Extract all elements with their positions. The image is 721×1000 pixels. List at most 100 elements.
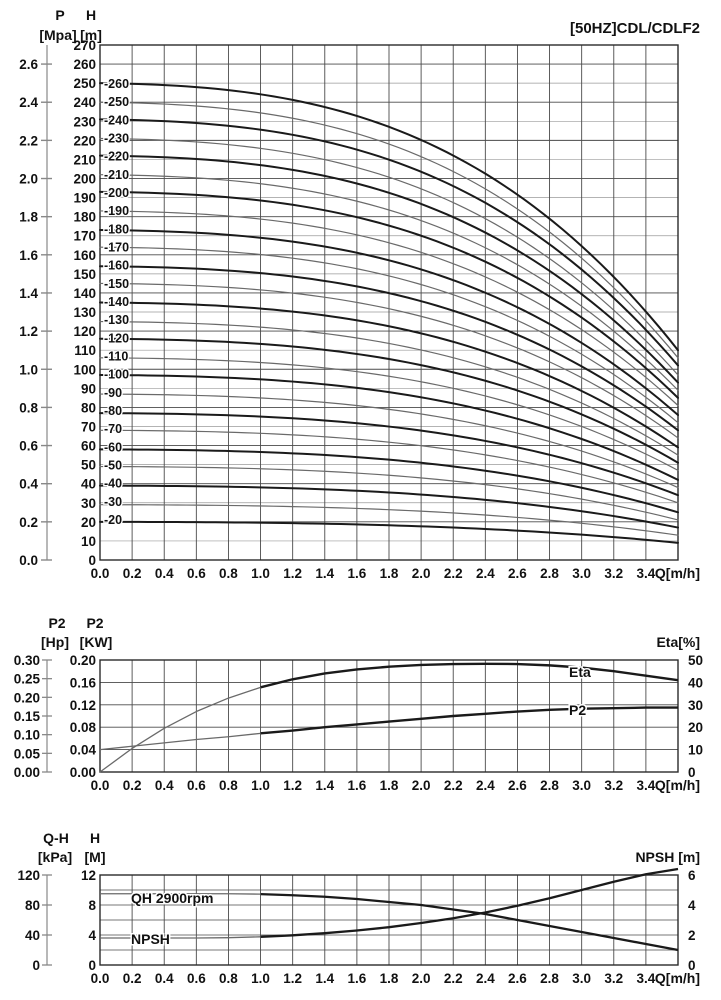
main-p-tick: 1.4 — [19, 286, 38, 301]
eta-x-tick: 2.6 — [508, 778, 527, 793]
main-h-tick: 80 — [81, 400, 96, 415]
main-p-tick: 2.0 — [19, 172, 38, 187]
chart-title: [50HZ]CDL/CDLF2 — [570, 20, 700, 37]
eta-x-tick: 1.4 — [315, 778, 334, 793]
main-curve-label: -80 — [104, 404, 122, 418]
h2-axis-unit: [M] — [85, 849, 106, 865]
main-curve-label: -70 — [104, 422, 122, 436]
main-curve-label: -140 — [104, 295, 129, 309]
main-qh-chart: [50HZ]CDL/CDLF2 P H [Mpa] [m] 0 10 20 30 40 50 60 70… — [19, 7, 700, 581]
main-curve-label: -170 — [104, 241, 129, 255]
main-x-tick: 0.2 — [123, 566, 142, 581]
main-p-tick: 2.2 — [19, 133, 38, 148]
main-curve — [99, 465, 679, 521]
eta-x-axis-label: Q[m/h] — [655, 777, 700, 793]
main-curve — [99, 320, 679, 456]
main-curve-label: -240 — [104, 113, 129, 127]
eta-tick: 20 — [688, 720, 703, 735]
main-x-tick: 1.0 — [251, 566, 270, 581]
main-curve-label: -150 — [104, 277, 129, 291]
main-h-tick: 30 — [81, 496, 96, 511]
main-curve-label: -50 — [104, 459, 122, 473]
main-p-tick: 1.8 — [19, 210, 38, 225]
h-axis-unit: [m] — [80, 27, 102, 43]
main-p-tick: 1.6 — [19, 248, 38, 263]
npsh-x-tick: 0.6 — [187, 971, 206, 986]
npsh-x-axis-label: Q[m/h] — [655, 970, 700, 986]
npsh-tick: 4 — [688, 898, 696, 913]
npsh-series-label: NPSH — [131, 931, 170, 947]
qh-axis-name: Q-H — [43, 830, 69, 846]
main-curve — [99, 357, 679, 471]
eta-x-tick: 3.0 — [572, 778, 591, 793]
main-h-tick: 200 — [73, 172, 96, 187]
main-curve — [99, 504, 679, 536]
main-x-tick: 1.4 — [315, 566, 334, 581]
main-curve — [99, 190, 679, 399]
p2-eta-chart: P2 P2[Hp] [KW] Eta[%]0.000.040.080.120.160.… — [14, 615, 703, 793]
main-curve-label: -90 — [104, 386, 122, 400]
p2hp-tick: 0.20 — [14, 690, 40, 705]
main-curve — [99, 448, 679, 514]
main-x-tick: 1.8 — [380, 566, 399, 581]
eta-x-tick: 3.2 — [604, 778, 623, 793]
main-h-tick: 160 — [73, 248, 96, 263]
p2-series-label: P2 — [569, 702, 586, 718]
h2-tick: 8 — [88, 898, 96, 913]
p2kw-tick: 0.20 — [70, 653, 96, 668]
main-x-tick: 2.4 — [476, 566, 495, 581]
main-h-tick: 0 — [88, 553, 96, 568]
npsh-tick: 6 — [688, 868, 696, 883]
main-p-tick: 0.6 — [19, 439, 38, 454]
p-axis-name: P — [55, 7, 64, 23]
main-x-axis-label: Q[m/h] — [655, 565, 700, 581]
npsh-plot-border — [99, 874, 679, 966]
main-curve-label: -130 — [104, 313, 129, 327]
main-x-tick: 0.0 — [91, 566, 110, 581]
main-curve-label: -20 — [104, 513, 122, 527]
p2kw-tick: 0.04 — [70, 743, 97, 758]
main-curve — [99, 301, 679, 449]
main-h-tick: 270 — [73, 38, 96, 53]
npsh-x-tick: 1.4 — [315, 971, 334, 986]
npsh-x-tick: 3.0 — [572, 971, 591, 986]
p2kw-axis-unit: [KW] — [80, 634, 113, 650]
main-curve-label: -120 — [104, 331, 129, 345]
h-axis-name: H — [86, 7, 96, 23]
main-curve-label: -250 — [104, 95, 129, 109]
main-p-tick: 0.0 — [19, 553, 38, 568]
npsh-x-tick: 1.2 — [283, 971, 302, 986]
main-h-tick: 180 — [73, 210, 96, 225]
main-h-tick: 110 — [74, 343, 96, 358]
main-p-tick: 2.6 — [19, 57, 38, 72]
main-curve-label: -210 — [104, 168, 129, 182]
eta-x-tick: 3.4 — [636, 778, 655, 793]
main-p-tick: 2.4 — [19, 95, 38, 110]
eta-x-tick: 2.2 — [444, 778, 463, 793]
main-h-tick: 230 — [73, 114, 96, 129]
main-curve — [99, 101, 679, 359]
npsh-x-tick: 0.0 — [91, 971, 110, 986]
h2-axis-name: H — [90, 830, 100, 846]
main-x-tick: 2.0 — [412, 566, 431, 581]
main-h-tick: 70 — [81, 419, 96, 434]
npsh-x-tick: 2.8 — [540, 971, 559, 986]
npsh-x-tick: 2.2 — [444, 971, 463, 986]
eta-x-tick: 2.8 — [540, 778, 559, 793]
main-curve-label: -30 — [104, 495, 122, 509]
main-p-tick: 1.2 — [19, 324, 38, 339]
main-curve — [99, 246, 679, 424]
main-curve — [99, 282, 679, 439]
main-h-tick: 250 — [73, 76, 96, 91]
npsh-x-tick: 0.4 — [155, 971, 174, 986]
p2hp-tick: 0.00 — [14, 765, 40, 780]
eta-x-tick: 2.0 — [412, 778, 431, 793]
npsh-x-tick: 0.8 — [219, 971, 238, 986]
eta-x-tick: 1.6 — [347, 778, 366, 793]
main-x-tick: 2.6 — [508, 566, 527, 581]
npsh-x-tick: 1.6 — [347, 971, 366, 986]
main-curve — [99, 429, 679, 504]
main-x-tick: 0.8 — [219, 566, 238, 581]
